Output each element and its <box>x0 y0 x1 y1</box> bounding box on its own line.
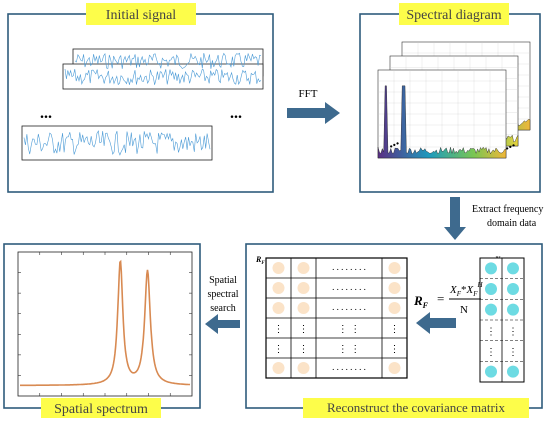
matrix-vdots: ⋮ <box>274 324 284 335</box>
vector-cell <box>507 365 519 378</box>
initial-signal-label-bg <box>86 3 196 25</box>
spatial-spectrum-label: Spatial spectrum <box>54 402 148 417</box>
matrix-cell <box>388 262 401 274</box>
initial-signal-label: Initial signal <box>106 8 176 23</box>
matrix-dots: . . . . . . . . <box>332 262 366 272</box>
spatial-spectrum-curve <box>20 259 191 387</box>
initial-signal-panel: Initial signal ... ... <box>7 3 274 193</box>
fft-arrow: FFT <box>287 88 340 124</box>
spectra-stack <box>377 41 531 159</box>
spectral-diagram-label-bg <box>399 3 509 25</box>
search-label-line2: spectral <box>207 289 238 300</box>
matrix-cell <box>297 302 310 314</box>
signal-ellipsis-left: ... <box>40 105 52 122</box>
signal-plot-middle <box>62 63 264 90</box>
signal-trace <box>74 52 262 69</box>
matrix-vdots: ⋮ <box>274 344 284 355</box>
covariance-equation: RF = XF*XFH N <box>413 281 484 316</box>
covariance-label-bg <box>303 398 529 418</box>
signal-trace <box>64 68 262 86</box>
fft-label: FFT <box>299 88 318 100</box>
matrix-cell <box>272 282 285 294</box>
spectrum-surface <box>377 85 507 159</box>
vector-cell <box>507 262 519 275</box>
signal-trace <box>23 130 211 156</box>
vector-vdots: ⋮ <box>508 347 518 358</box>
matrix-cell <box>272 302 285 314</box>
search-label-line3: search <box>210 303 236 314</box>
vector-cell <box>507 283 519 295</box>
vector-vdots: ⋮ <box>486 347 496 358</box>
vector-cell <box>485 303 497 316</box>
block-arrow-icon <box>287 102 340 124</box>
covariance-label: Reconstruct the covariance matrix <box>327 400 505 415</box>
signal-ellipsis-right: ... <box>230 105 242 122</box>
equation-equals: = <box>437 291 444 306</box>
vector-cell <box>485 283 497 295</box>
extract-label-line2: domain data <box>487 218 537 229</box>
covariance-matrix: . . . . . . . . . . . . . . . . . . . . . … <box>265 257 408 379</box>
spatial-spectrum-label-bg <box>41 398 161 418</box>
spatial-spectrum-ticks <box>18 252 192 396</box>
signal-vector: ⋮ ⋮ ⋮ ⋮ <box>479 257 525 383</box>
matrix-cell <box>272 362 285 374</box>
spectral-diagram-panel: Spectral diagram ... ... <box>359 3 541 193</box>
block-arrow-icon <box>205 314 240 334</box>
matrix-cell <box>297 362 310 374</box>
initial-signal-frame <box>7 13 274 193</box>
matrix-cell <box>272 262 285 274</box>
matrix-vdots: ⋮ <box>390 344 400 355</box>
matrix-vdots: ⋮ ⋮ <box>338 344 361 355</box>
spectral-diagram-label: Spectral diagram <box>406 8 501 23</box>
matrix-cell <box>297 282 310 294</box>
equation-denominator: N <box>460 304 468 316</box>
vector-vdots: ⋮ <box>486 326 496 337</box>
matrix-cell <box>388 362 401 374</box>
matrix-cell <box>388 302 401 314</box>
matrix-vdots: ⋮ <box>390 324 400 335</box>
spatial-spectrum-panel: Spatial spectrum <box>3 243 201 418</box>
equation-numerator: XF*XFH <box>449 281 484 298</box>
extract-label-line1: Extract frequency <box>472 204 543 215</box>
equation-lhs: RF <box>413 293 429 310</box>
block-arrow-icon <box>444 197 466 240</box>
matrix-label: RF <box>255 255 265 266</box>
extract-arrow: Extract frequency domain data <box>444 197 543 240</box>
matrix-dots: . . . . . . . . <box>332 282 366 292</box>
covariance-panel: Reconstruct the covariance matrix RF . .… <box>245 243 543 418</box>
matrix-vdots: ⋮ ⋮ <box>338 324 361 335</box>
search-arrow: Spatial spectral search <box>205 275 240 334</box>
matrix-dots: . . . . . . . . <box>332 302 366 312</box>
matrix-cell <box>388 282 401 294</box>
matrix-cell <box>297 262 310 274</box>
matrix-vdots: ⋮ <box>299 324 309 335</box>
spatial-spectrum-axes <box>17 251 193 397</box>
signal-traces <box>23 52 262 156</box>
vector-cell <box>485 262 497 275</box>
block-arrow-icon <box>416 312 456 334</box>
matrix-vdots: ⋮ <box>299 344 309 355</box>
vector-vdots: ⋮ <box>508 326 518 337</box>
matrix-dots: . . . . . . . . <box>332 362 366 372</box>
search-label-line1: Spatial <box>209 275 237 286</box>
vector-cell <box>507 303 519 316</box>
vector-cell <box>485 365 497 378</box>
